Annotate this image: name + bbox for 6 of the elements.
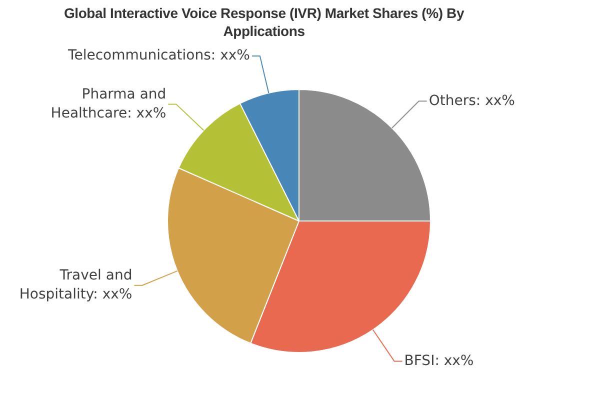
slice-label: BFSI: xx% <box>404 352 474 369</box>
slice-label: Travel and Hospitality: xx% <box>19 268 132 303</box>
slice-label: Others: xx% <box>428 92 515 109</box>
chart-title: Global Interactive Voice Response (IVR) Market Shares (%) By Applications <box>62 4 466 40</box>
slice-label: Pharma and Healthcare: xx% <box>50 86 166 122</box>
slice-label: Telecommunications: xx% <box>67 48 250 64</box>
